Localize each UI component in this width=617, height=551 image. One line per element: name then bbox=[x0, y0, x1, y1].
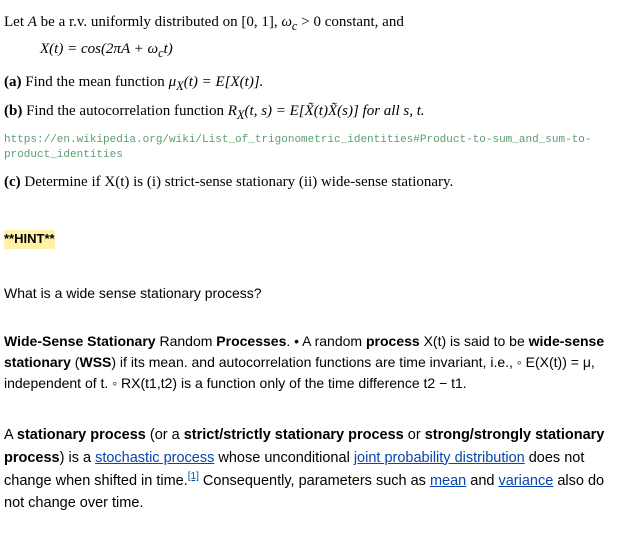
problem-intro: Let A be a r.v. uniformly distributed on… bbox=[4, 12, 613, 35]
part-b-R: R bbox=[228, 103, 237, 119]
intro-text2: be a r.v. uniformly distributed on [0, 1… bbox=[37, 14, 281, 30]
eq-lhs: X(t) = cos(2πA + ω bbox=[40, 41, 158, 57]
link-joint-probability[interactable]: joint probability distribution bbox=[354, 450, 525, 466]
part-a-text2: (t) = E[X(t)]. bbox=[184, 74, 264, 90]
var-A: A bbox=[28, 14, 37, 30]
stat-t4: ) is a bbox=[60, 450, 95, 466]
wss-b2: Processes bbox=[216, 333, 286, 349]
stat-t3: or bbox=[404, 427, 425, 443]
part-b-label: (b) bbox=[4, 103, 22, 119]
eq-rhs: t) bbox=[164, 41, 173, 57]
hint-label: **HINT** bbox=[4, 230, 55, 249]
part-b: (b) Find the autocorrelation function RX… bbox=[4, 101, 613, 124]
link-mean[interactable]: mean bbox=[430, 473, 466, 489]
part-b-text2: (t, s) = E[X̃(t)X̃(s)] for all s, t. bbox=[245, 103, 425, 119]
wss-b5: WSS bbox=[79, 354, 111, 370]
wss-definition: Wide-Sense Stationary Random Processes. … bbox=[4, 331, 613, 394]
intro-text3: > 0 constant, and bbox=[297, 14, 403, 30]
part-c: (c) Determine if X(t) is (i) strict-sens… bbox=[4, 172, 613, 194]
stat-b2: strict/strictly stationary process bbox=[184, 427, 404, 443]
wss-p2: . • A random bbox=[286, 333, 366, 349]
part-a-text1: Find the mean function bbox=[22, 74, 169, 90]
hint-block: **HINT** bbox=[4, 200, 613, 251]
wss-p3: X(t) is said to be bbox=[420, 333, 529, 349]
wss-p1: Random bbox=[156, 333, 217, 349]
link-variance[interactable]: variance bbox=[498, 473, 553, 489]
equation: X(t) = cos(2πA + ωct) bbox=[40, 39, 613, 62]
reference-url[interactable]: https://en.wikipedia.org/wiki/List_of_tr… bbox=[4, 133, 613, 165]
wss-b3: process bbox=[366, 333, 420, 349]
part-a: (a) Find the mean function μX(t) = E[X(t… bbox=[4, 72, 613, 95]
part-a-mu: μ bbox=[169, 74, 177, 90]
part-b-sub: X bbox=[237, 108, 245, 122]
part-a-label: (a) bbox=[4, 74, 22, 90]
link-stochastic-process[interactable]: stochastic process bbox=[95, 450, 214, 466]
stat-t1: A bbox=[4, 427, 17, 443]
stationary-definition: A stationary process (or a strict/strict… bbox=[4, 424, 613, 515]
citation-ref[interactable]: [1] bbox=[188, 471, 199, 482]
question-text: What is a wide sense stationary process? bbox=[4, 283, 613, 303]
wss-b1: Wide-Sense Stationary bbox=[4, 333, 156, 349]
part-b-text1: Find the autocorrelation function bbox=[22, 103, 227, 119]
stat-t8: and bbox=[466, 473, 498, 489]
var-wc: ω bbox=[281, 14, 292, 30]
part-a-sub: X bbox=[176, 79, 184, 93]
stat-t5: whose unconditional bbox=[214, 450, 353, 466]
intro-text: Let bbox=[4, 14, 28, 30]
part-c-text1: Determine if X(t) is (i) strict-sense st… bbox=[21, 174, 454, 190]
part-c-label: (c) bbox=[4, 174, 21, 190]
stat-t2: (or a bbox=[146, 427, 184, 443]
stat-b1: stationary process bbox=[17, 427, 146, 443]
stat-t7: Consequently, parameters such as bbox=[199, 473, 430, 489]
